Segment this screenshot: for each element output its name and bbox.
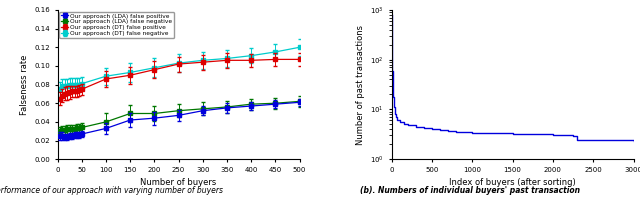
Y-axis label: Falseness rate: Falseness rate xyxy=(20,54,29,115)
X-axis label: Number of buyers: Number of buyers xyxy=(141,178,217,187)
Text: (b). Numbers of individual buyers' past transaction: (b). Numbers of individual buyers' past … xyxy=(360,186,580,195)
X-axis label: Index of buyers (after sorting): Index of buyers (after sorting) xyxy=(449,178,576,187)
Y-axis label: Number of past transactions: Number of past transactions xyxy=(356,24,365,145)
Legend: Our approach (LDA) false positive, Our approach (LDA) false negative, Our approa: Our approach (LDA) false positive, Our a… xyxy=(60,12,173,38)
Text: (a). Performance of our approach with varying number of buyers: (a). Performance of our approach with va… xyxy=(0,186,223,195)
